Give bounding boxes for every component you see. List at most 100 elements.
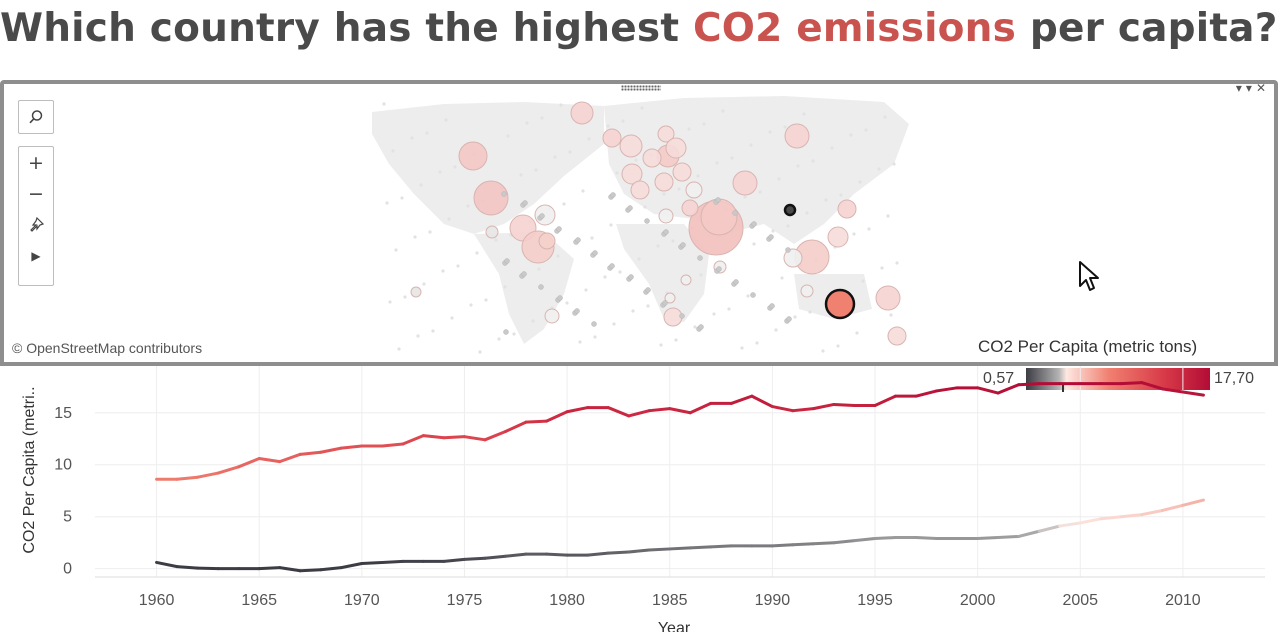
country-bubble[interactable]: [685, 181, 703, 199]
series-2-segment[interactable]: [1119, 513, 1144, 519]
series-2-segment[interactable]: [1099, 515, 1123, 521]
series-2-segment[interactable]: [709, 544, 733, 549]
series-2-segment[interactable]: [175, 565, 200, 570]
series-1-segment[interactable]: [729, 394, 754, 405]
country-bubble[interactable]: [522, 200, 528, 206]
country-bubble[interactable]: [662, 300, 668, 306]
country-bubble[interactable]: [768, 234, 774, 240]
country-bubble[interactable]: [538, 232, 556, 250]
country-bubble[interactable]: [680, 274, 692, 286]
country-bubble[interactable]: [570, 101, 594, 125]
series-1-segment[interactable]: [811, 402, 836, 411]
country-bubble[interactable]: [602, 128, 622, 148]
series-1-segment[interactable]: [545, 410, 569, 423]
series-1-segment[interactable]: [996, 383, 1021, 395]
series-2-segment[interactable]: [914, 536, 939, 541]
country-bubble[interactable]: [657, 125, 675, 143]
map-view[interactable]: ▾▾✕ + − ▶ © OpenStreetMap contributors: [0, 80, 1278, 366]
series-1-segment[interactable]: [606, 406, 631, 418]
series-1-segment[interactable]: [873, 394, 898, 407]
series-1-segment[interactable]: [278, 452, 302, 464]
series-1-segment[interactable]: [832, 402, 856, 407]
country-bubble[interactable]: [557, 295, 563, 301]
series-2-segment[interactable]: [811, 541, 836, 546]
series-2-segment[interactable]: [1140, 508, 1164, 517]
country-bubble[interactable]: [544, 308, 560, 324]
series-1-segment[interactable]: [319, 446, 343, 454]
series-1-segment[interactable]: [175, 475, 200, 481]
country-bubble[interactable]: [679, 313, 685, 319]
search-button[interactable]: [19, 101, 53, 132]
series-2-segment[interactable]: [1160, 503, 1185, 512]
world-map[interactable]: [4, 84, 1274, 366]
country-bubble[interactable]: [645, 287, 651, 293]
country-bubble[interactable]: [410, 286, 422, 298]
country-bubble[interactable]: [610, 192, 616, 198]
series-2-segment[interactable]: [688, 545, 713, 550]
country-bubble[interactable]: [538, 284, 544, 290]
country-bubble[interactable]: [672, 162, 692, 182]
country-bubble[interactable]: [628, 274, 634, 280]
country-bubble[interactable]: [783, 248, 803, 268]
country-bubble[interactable]: [501, 191, 507, 197]
series-2-segment[interactable]: [442, 557, 466, 563]
country-bubble[interactable]: [827, 226, 849, 248]
series-1-segment[interactable]: [1017, 382, 1041, 387]
series-1-segment[interactable]: [1160, 387, 1185, 394]
series-1-segment[interactable]: [524, 419, 549, 424]
country-bubble[interactable]: [715, 197, 721, 203]
country-bubble[interactable]: [539, 213, 545, 219]
series-1-segment[interactable]: [1140, 381, 1164, 391]
country-bubble[interactable]: [503, 329, 509, 335]
series-2-segment[interactable]: [976, 536, 1000, 541]
series-1-segment[interactable]: [442, 435, 466, 440]
country-bubble[interactable]: [485, 225, 499, 239]
series-1-segment[interactable]: [647, 407, 672, 413]
country-bubble[interactable]: [769, 303, 775, 309]
series-2-segment[interactable]: [155, 560, 179, 569]
series-1-segment[interactable]: [770, 405, 795, 413]
country-bubble[interactable]: [458, 141, 488, 171]
series-2-segment[interactable]: [852, 537, 877, 543]
series-2-segment[interactable]: [462, 556, 487, 561]
series-2-segment[interactable]: [996, 534, 1021, 540]
series-2-segment[interactable]: [627, 548, 651, 554]
country-bubble[interactable]: [574, 308, 580, 314]
country-bubble[interactable]: [700, 198, 738, 236]
country-bubble[interactable]: [680, 242, 686, 248]
series-2-segment[interactable]: [606, 550, 631, 555]
series-1-segment[interactable]: [914, 389, 939, 398]
country-bubble[interactable]: [663, 307, 683, 327]
series-2-segment[interactable]: [832, 539, 856, 545]
series-2-segment[interactable]: [791, 542, 815, 547]
series-2-segment[interactable]: [545, 552, 569, 557]
series-2-segment[interactable]: [298, 568, 323, 573]
series-1-segment[interactable]: [401, 434, 425, 446]
series-1-segment[interactable]: [935, 386, 959, 393]
series-2-segment[interactable]: [257, 566, 282, 571]
country-bubble[interactable]: [786, 316, 792, 322]
country-bubble[interactable]: [642, 148, 662, 168]
country-bubble[interactable]: [627, 205, 633, 211]
series-2-segment[interactable]: [1037, 524, 1062, 533]
series-2-segment[interactable]: [647, 547, 672, 552]
zoom-in-button[interactable]: +: [19, 147, 53, 178]
series-1-segment[interactable]: [504, 420, 528, 433]
series-2-segment[interactable]: [504, 552, 528, 558]
selected-country-bubble[interactable]: [783, 203, 797, 217]
co2-line-chart[interactable]: 1960 1965 1970 1975 1980 1985 1990 1995 2000 2005…: [0, 366, 1280, 632]
country-bubble[interactable]: [732, 210, 738, 216]
series-2-segment[interactable]: [1058, 521, 1082, 528]
series-2-segment[interactable]: [586, 551, 610, 557]
country-bubble[interactable]: [473, 180, 509, 216]
series-1-segment[interactable]: [298, 450, 323, 456]
country-bubble[interactable]: [591, 321, 597, 327]
country-bubble[interactable]: [592, 250, 598, 256]
series-2-segment[interactable]: [360, 560, 384, 565]
country-bubble[interactable]: [630, 180, 650, 200]
series-2-segment[interactable]: [668, 546, 692, 551]
zoom-out-button[interactable]: −: [19, 178, 53, 209]
country-bubble[interactable]: [665, 137, 687, 159]
series-1-segment[interactable]: [750, 394, 774, 409]
series-1-segment[interactable]: [565, 406, 590, 414]
